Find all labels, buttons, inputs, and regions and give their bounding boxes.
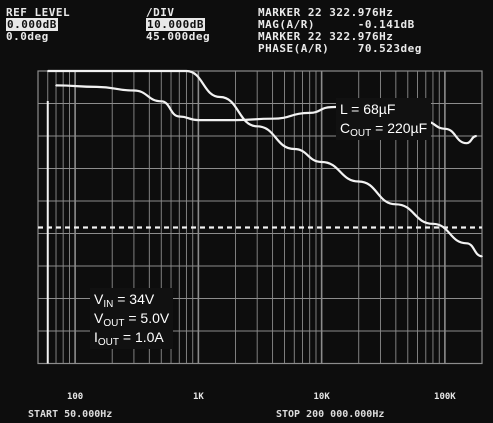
phase-point [197,119,200,121]
x-tick-label: 100 [67,392,83,400]
magnitude-point [320,161,323,163]
phase-point [444,127,446,130]
phase-point [271,117,274,120]
magnitude-point [432,222,434,225]
magnitude-point [481,255,483,258]
cout-label: COUT = 220µF [340,119,428,139]
phase-point [465,142,468,145]
magnitude-point [219,96,221,98]
stop-frequency: STOP 200 000.000Hz [276,409,385,420]
ref-level-label: REF LEVEL [6,6,71,19]
div-phase-value: 45.000deg [146,30,211,43]
start-frequency: START 50.000Hz [28,409,113,420]
iout-label: IOUT = 1.0A [94,328,169,348]
phase-point [55,84,57,87]
div-mag-highlight: 10.000dB [146,18,205,31]
magnitude-point [46,70,49,72]
component-annotation: L = 68µF COUT = 220µF [336,98,432,140]
magnitude-point [256,125,258,128]
mag-readout: MAG(A/R) -0.141dB [258,18,415,31]
phase-trace [55,84,477,145]
marker-readout-1: MARKER 22 322.976Hz [258,6,394,19]
magnitude-point [185,70,188,72]
magnitude-point [160,70,163,72]
magnitude-point [293,148,296,150]
cout-subscript: OUT [350,128,372,139]
inductance-label: L = 68µF [340,101,396,117]
marker-readout-2: MARKER 22 322.976Hz [258,30,394,43]
magnitude-point [111,70,114,72]
vin-label: VIN = 34V [94,290,169,310]
grid-border [37,70,483,365]
magnitude-point [357,180,360,183]
vout-subscript: OUT [103,318,125,329]
div-mag-value: 10.000dB [146,18,205,31]
phase-point [308,112,311,114]
vin-subscript: IN [103,299,114,310]
phase-point [160,100,163,103]
cout-value: = 220µF [371,120,428,136]
ref-mag-highlight: 0.000dB [6,18,58,31]
x-tick-label: 10K [313,392,330,400]
vout-label: VOUT = 5.0V [94,309,170,329]
ref-mag-value: 0.000dB [6,18,58,31]
vin-value: = 34V [113,291,155,307]
x-tick-label: 100K [434,392,456,400]
phase-point [133,89,135,92]
phase-point [475,135,478,137]
phase-readout: PHASE(A/R) 70.523deg [258,42,422,55]
operating-conditions: VIN = 34V VOUT = 5.0V IOUT = 1.0A [90,288,174,349]
vout-value: = 5.0V [124,310,170,326]
iout-prefix: I [94,329,98,345]
phase-point [96,86,98,88]
ref-phase-value: 0.0deg [6,30,49,43]
div-label: /DIV [146,6,175,19]
iout-value: = 1.0A [119,329,164,345]
magnitude-point [465,242,468,245]
x-tick-label: 1K [193,392,204,400]
phase-point [178,115,181,118]
iout-subscript: OUT [97,337,119,348]
vout-prefix: V [94,310,104,326]
magnitude-point [395,203,397,206]
vin-prefix: V [94,291,104,307]
phase-point [234,119,237,121]
cout-prefix: C [340,120,351,136]
x-tick-labels: 100 1K 10K 100K [67,392,456,400]
phase-point [330,106,333,108]
